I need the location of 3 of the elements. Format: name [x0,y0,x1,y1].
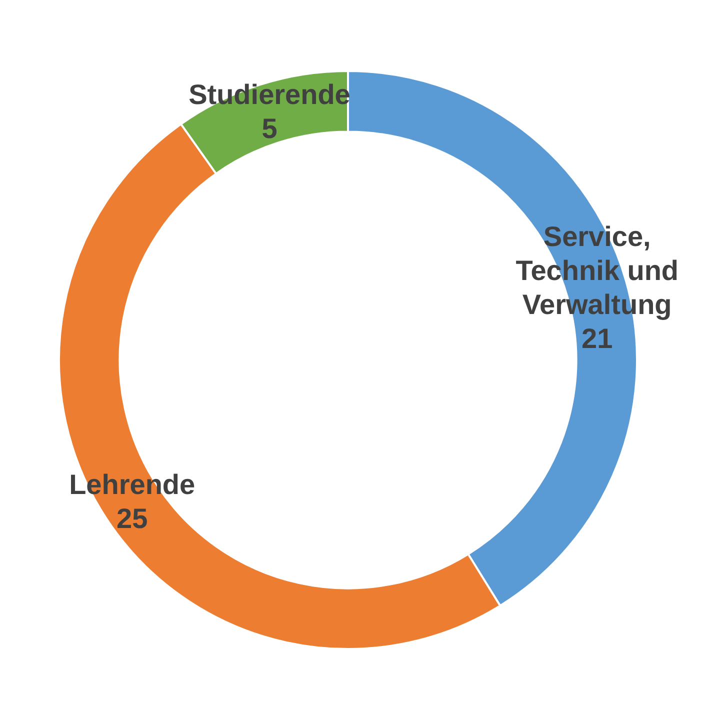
data-label: 5 [262,112,278,144]
data-label: 21 [582,322,613,354]
data-label: 25 [116,502,148,534]
